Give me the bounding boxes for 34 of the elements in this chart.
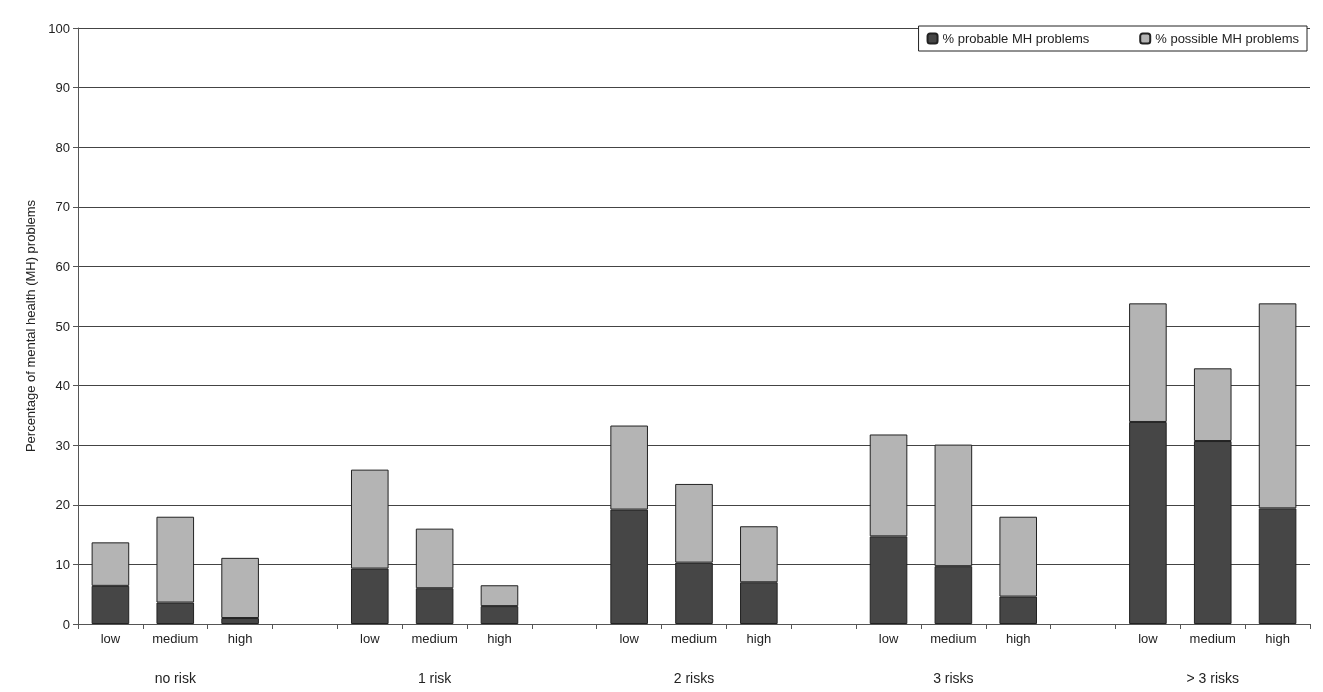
x-tick-label: medium [930,631,977,646]
y-tick-label: 0 [62,616,70,632]
y-tick-label: 70 [55,199,70,215]
x-tick-label: high [1005,631,1031,646]
x-tick-label: high [227,631,253,646]
x-tick-label: high [746,631,772,646]
x-tick-label: low [360,631,381,646]
x-tick-label: low [1138,631,1159,646]
x-tick-label: low [619,631,640,646]
x-tick-label: high [1265,631,1290,646]
y-tick-label: 10 [55,556,70,572]
x-tick-label: medium [152,631,199,646]
x-tick-label: medium [1189,631,1236,646]
y-axis-title: Percentage of mental health (MH) problems [23,199,39,453]
y-tick-label: 100 [48,20,70,36]
y-tick-label: 40 [55,378,70,394]
y-tick-label: 90 [55,80,70,96]
y-tick-label: 50 [55,318,70,334]
text: > 3 risks [1186,670,1239,686]
y-tick-label: 60 [55,258,70,274]
x-tick-label: high [487,631,512,646]
x-tick-label: medium [670,631,718,646]
text: 3 risks [933,670,974,686]
y-tick-label: 80 [55,139,70,155]
text: 2 risks [673,670,715,686]
y-tick-label: 30 [55,437,70,453]
y-tick-label: 20 [55,497,70,513]
x-tick-label: medium [411,631,458,646]
legend-label: % possible MH problems [1155,31,1300,46]
text: 1 risk [417,670,453,686]
text: no risk [154,670,197,686]
legend-label: % probable MH problems [942,31,1090,46]
x-tick-label: low [878,631,899,646]
x-tick-label: low [100,631,121,646]
